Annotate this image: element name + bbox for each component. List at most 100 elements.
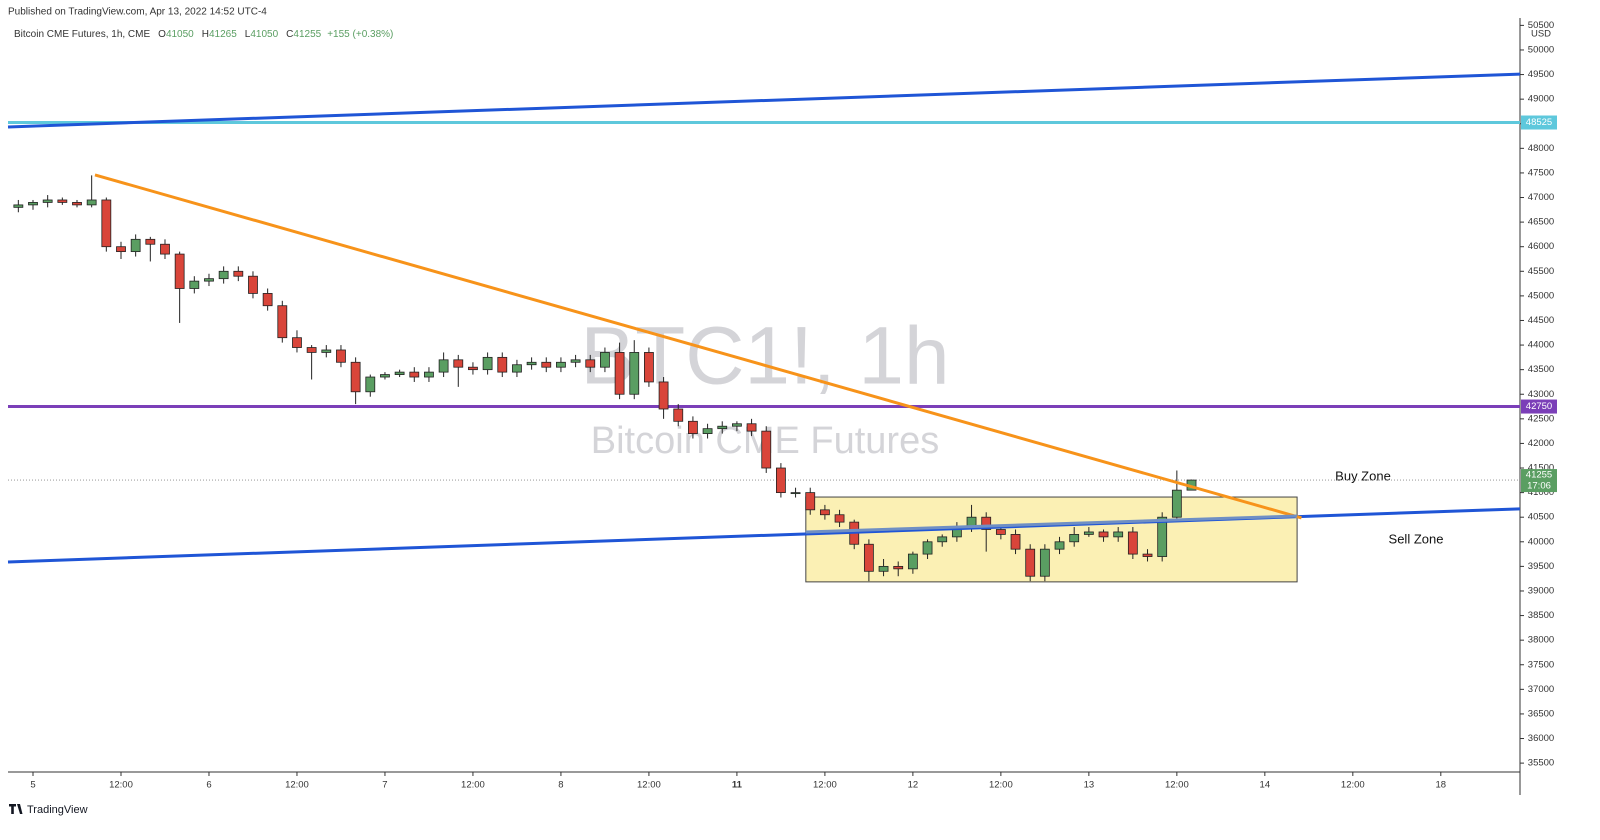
candle-body <box>1157 516 1168 557</box>
candle-body <box>526 361 537 366</box>
candle-body <box>306 347 317 353</box>
candle-body <box>28 202 38 206</box>
candle-body <box>174 253 185 289</box>
y-tick-label: 36000 <box>1528 733 1554 744</box>
y-tick-label: 41500 <box>1528 463 1554 474</box>
x-tick-label: 7 <box>382 780 387 791</box>
candle-body <box>834 514 845 523</box>
candle-body <box>717 425 728 430</box>
legend-value: 41265 <box>209 29 237 40</box>
level-label-box <box>1521 115 1557 130</box>
legend-prefix: L <box>245 29 251 40</box>
legend-prefix: O <box>158 29 166 40</box>
y-tick-label: 39500 <box>1528 561 1554 572</box>
candle-body <box>57 199 68 203</box>
legend-change: +155 (+0.38%) <box>327 29 393 40</box>
candle-body <box>482 356 493 371</box>
y-tick-label: 50000 <box>1528 44 1554 55</box>
candle-body <box>336 349 346 363</box>
candle-body <box>981 516 992 530</box>
candle-body <box>438 359 449 373</box>
candle-body <box>1025 548 1036 577</box>
candle-body <box>204 278 214 282</box>
trend-line <box>805 514 1298 534</box>
y-tick-label: 49000 <box>1528 94 1554 105</box>
candle-body <box>995 529 1006 535</box>
candle-body <box>1054 541 1065 550</box>
x-tick-label: 18 <box>1436 780 1447 791</box>
candle-body <box>497 356 508 373</box>
legend-prefix: C <box>286 29 293 40</box>
candle-body <box>863 543 874 572</box>
candle-body <box>218 270 229 280</box>
candle-body <box>380 374 390 378</box>
candle-body <box>292 337 302 348</box>
y-tick-label: 40000 <box>1528 536 1554 547</box>
y-tick-label: 43000 <box>1528 389 1554 400</box>
x-tick-label: 6 <box>206 780 211 791</box>
candle-body <box>233 270 244 277</box>
y-tick-label: 43500 <box>1528 364 1554 375</box>
y-tick-label: 45000 <box>1528 290 1554 301</box>
countdown-label: 17:06 <box>1527 481 1551 492</box>
candle-body <box>1069 534 1080 543</box>
y-tick-label: 40500 <box>1528 512 1554 523</box>
candle-body <box>1113 531 1124 538</box>
candle-body <box>819 509 830 516</box>
trend-line <box>94 173 1302 520</box>
candle-body <box>1010 534 1021 550</box>
x-tick-label: 12 <box>908 780 919 791</box>
y-tick-label: 35500 <box>1528 758 1554 769</box>
candle-body <box>1127 531 1138 555</box>
candle-body <box>893 565 904 570</box>
legend: Bitcoin CME Futures, 1h, CME O41050 H41265… <box>14 29 393 40</box>
candle-body <box>776 467 786 494</box>
x-tick-label: 12:00 <box>989 780 1013 791</box>
watermark-symbol: BTC1!, 1h <box>580 311 949 402</box>
candle-body <box>394 371 405 375</box>
candle-body <box>72 202 82 206</box>
candle-body <box>453 359 464 368</box>
candle-body <box>790 492 801 495</box>
candle-body <box>512 364 522 373</box>
candle-body <box>321 349 332 353</box>
candle-body <box>86 199 97 206</box>
candle-body <box>878 565 889 572</box>
x-tick-label: 14 <box>1260 780 1271 791</box>
last-price-box <box>1521 469 1557 493</box>
x-tick-label: 11 <box>732 780 743 791</box>
y-tick-label: 37500 <box>1528 659 1554 670</box>
candle-body <box>761 430 772 469</box>
candle-body <box>350 361 361 393</box>
candle-body <box>732 423 742 427</box>
candle-body <box>277 305 288 339</box>
candle-body <box>746 423 757 432</box>
candle-body <box>937 536 948 543</box>
candle-body <box>585 359 596 368</box>
candle-body <box>702 428 713 434</box>
candle-body <box>468 366 478 371</box>
candle-body <box>365 376 376 393</box>
candle-body <box>556 361 566 368</box>
y-tick-label: 42000 <box>1528 438 1554 449</box>
y-tick-label: 41000 <box>1528 487 1554 498</box>
candle-body <box>145 238 156 245</box>
y-tick-label: 47500 <box>1528 167 1554 178</box>
x-tick-label: 5 <box>30 780 35 791</box>
x-tick-label: 12:00 <box>1165 780 1189 791</box>
y-tick-label: 36500 <box>1528 708 1554 719</box>
candle-body <box>248 275 258 294</box>
footer-text: TradingView <box>27 804 88 816</box>
level-label: 42750 <box>1526 401 1552 412</box>
level-label: 48525 <box>1526 117 1552 128</box>
candle-body <box>644 352 654 383</box>
candle-body <box>805 492 816 511</box>
x-tick-label: 12:00 <box>109 780 133 791</box>
candle-body <box>1171 489 1182 518</box>
level-label-box <box>1521 399 1557 414</box>
y-tick-label: 44000 <box>1528 340 1554 351</box>
candle-body <box>262 293 273 307</box>
trend-line <box>7 72 1521 129</box>
x-tick-label: 12:00 <box>637 780 661 791</box>
